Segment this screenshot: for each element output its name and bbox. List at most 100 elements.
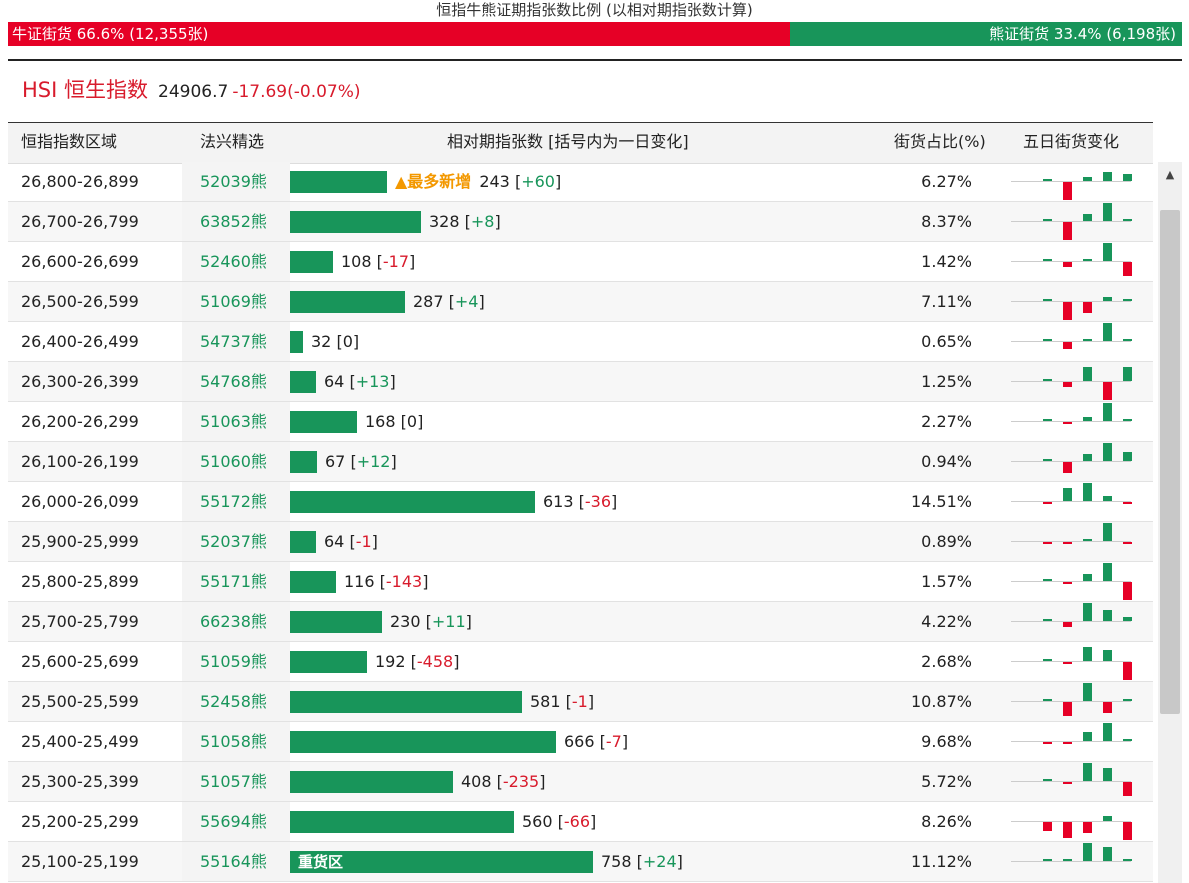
header-five-day: 五日街货变化 bbox=[1023, 132, 1120, 151]
mini-bar bbox=[1103, 297, 1112, 301]
warrant-code-link[interactable]: 55694熊 bbox=[200, 812, 267, 831]
warrant-code-link[interactable]: 51057熊 bbox=[200, 772, 267, 791]
daily-change: -235 bbox=[502, 772, 540, 791]
warrant-code-link[interactable]: 52458熊 bbox=[200, 692, 267, 711]
warrant-code-link[interactable]: 52037熊 bbox=[200, 532, 267, 551]
mini-chart-baseline bbox=[1011, 701, 1131, 702]
contracts-cell: 560 [-66] bbox=[290, 802, 890, 841]
warrant-code-link[interactable]: 54737熊 bbox=[200, 332, 267, 351]
mini-bar bbox=[1083, 574, 1092, 581]
range-cell: 25,600-25,699 bbox=[21, 652, 139, 671]
mini-bar bbox=[1063, 342, 1072, 349]
warrant-code-link[interactable]: 51069熊 bbox=[200, 292, 267, 311]
mini-bar bbox=[1043, 579, 1052, 581]
mini-chart-baseline bbox=[1011, 821, 1131, 822]
table-row[interactable]: 25,800-25,899 55171熊 116 [-143] 1.57% bbox=[8, 562, 1153, 602]
contracts-count: 108 bbox=[341, 252, 372, 271]
table-row[interactable]: 26,200-26,299 51063熊 168 [0] 2.27% bbox=[8, 402, 1153, 442]
scroll-up-icon[interactable]: ▲ bbox=[1165, 168, 1175, 181]
warrant-code-link[interactable]: 54768熊 bbox=[200, 372, 267, 391]
table-row[interactable]: 26,300-26,399 54768熊 64 [+13] 1.25% bbox=[8, 362, 1153, 402]
table-row[interactable]: 26,500-26,599 51069熊 287 [+4] 7.11% bbox=[8, 282, 1153, 322]
code-cell: 51058熊 bbox=[182, 722, 290, 761]
mini-bar bbox=[1123, 174, 1132, 181]
mini-bar bbox=[1063, 382, 1072, 387]
contracts-text: 64 [-1] bbox=[324, 532, 378, 551]
five-day-mini-chart bbox=[1011, 482, 1132, 521]
warrant-code-link[interactable]: 51058熊 bbox=[200, 732, 267, 751]
warrant-code-link[interactable]: 51059熊 bbox=[200, 652, 267, 671]
contracts-bar bbox=[290, 771, 453, 793]
contracts-count: 230 bbox=[390, 612, 421, 631]
table-row[interactable]: 25,100-25,199 55164熊 重货区 758 [+24] 11.12% bbox=[8, 842, 1153, 882]
table-row[interactable]: 25,900-25,999 52037熊 64 [-1] 0.89% bbox=[8, 522, 1153, 562]
page-title: 恒指牛熊证期指张数比例 (以相对期指张数计算) bbox=[436, 1, 753, 19]
warrant-code-link[interactable]: 51063熊 bbox=[200, 412, 267, 431]
mini-bar bbox=[1123, 502, 1132, 504]
table-row[interactable]: 26,800-26,899 52039熊 ▲最多新增 243 [+60] 6.27% bbox=[8, 162, 1153, 202]
code-cell: 54768熊 bbox=[182, 362, 290, 401]
scrollbar[interactable]: ▲ bbox=[1158, 162, 1182, 883]
contracts-count: 243 bbox=[479, 172, 510, 191]
five-day-mini-chart bbox=[1011, 562, 1132, 601]
mini-chart-baseline bbox=[1011, 421, 1131, 422]
five-day-mini-chart bbox=[1011, 402, 1132, 441]
contracts-count: 67 bbox=[325, 452, 346, 471]
warrant-code-link[interactable]: 52039熊 bbox=[200, 172, 267, 191]
warrant-code-link[interactable]: 55171熊 bbox=[200, 572, 267, 591]
table-row[interactable]: 25,700-25,799 66238熊 230 [+11] 4.22% bbox=[8, 602, 1153, 642]
contracts-cell: 168 [0] bbox=[290, 402, 890, 441]
mini-bar bbox=[1103, 816, 1112, 821]
mini-bar bbox=[1043, 542, 1052, 544]
table-row[interactable]: 25,400-25,499 51058熊 666 [-7] 9.68% bbox=[8, 722, 1153, 762]
warrant-code-link[interactable]: 51060熊 bbox=[200, 452, 267, 471]
contracts-text: 192 [-458] bbox=[375, 652, 460, 671]
contracts-text: 666 [-7] bbox=[564, 732, 629, 751]
warrant-code-link[interactable]: 55164熊 bbox=[200, 852, 267, 871]
mini-bar bbox=[1043, 659, 1052, 661]
mini-bar bbox=[1123, 739, 1132, 741]
warrant-code-link[interactable]: 66238熊 bbox=[200, 612, 267, 631]
table-row[interactable]: 26,100-26,199 51060熊 67 [+12] 0.94% bbox=[8, 442, 1153, 482]
warrant-code-link[interactable]: 52460熊 bbox=[200, 252, 267, 271]
table-row[interactable]: 26,000-26,099 55172熊 613 [-36] 14.51% bbox=[8, 482, 1153, 522]
daily-change: 0 bbox=[406, 412, 418, 431]
range-cell: 25,800-25,899 bbox=[21, 572, 139, 591]
mini-bar bbox=[1083, 214, 1092, 221]
mini-bar bbox=[1063, 782, 1072, 784]
table-row[interactable]: 25,600-25,699 51059熊 192 [-458] 2.68% bbox=[8, 642, 1153, 682]
mini-bar bbox=[1103, 443, 1112, 461]
table-row[interactable]: 26,600-26,699 52460熊 108 [-17] 1.42% bbox=[8, 242, 1153, 282]
mini-bar bbox=[1103, 496, 1112, 501]
table-row[interactable]: 26,400-26,499 54737熊 32 [0] 0.65% bbox=[8, 322, 1153, 362]
five-day-mini-chart bbox=[1011, 362, 1132, 401]
table-row[interactable]: 25,300-25,399 51057熊 408 [-235] 5.72% bbox=[8, 762, 1153, 802]
mini-bar bbox=[1123, 617, 1132, 621]
mini-chart-baseline bbox=[1011, 461, 1131, 462]
contracts-text: 67 [+12] bbox=[325, 452, 397, 471]
warrant-code-link[interactable]: 55172熊 bbox=[200, 492, 267, 511]
mini-bar bbox=[1083, 539, 1092, 541]
contracts-count: 116 bbox=[344, 572, 375, 591]
table-row[interactable]: 25,200-25,299 55694熊 560 [-66] 8.26% bbox=[8, 802, 1153, 842]
scrollbar-thumb[interactable] bbox=[1160, 210, 1180, 714]
table-row[interactable]: 26,700-26,799 63852熊 328 [+8] 8.37% bbox=[8, 202, 1153, 242]
contracts-count: 560 bbox=[522, 812, 553, 831]
table-row[interactable]: 25,500-25,599 52458熊 581 [-1] 10.87% bbox=[8, 682, 1153, 722]
daily-change: +60 bbox=[521, 172, 555, 191]
five-day-mini-chart bbox=[1011, 802, 1132, 841]
mini-bar bbox=[1123, 822, 1132, 840]
mini-bar bbox=[1083, 302, 1092, 313]
mini-bar bbox=[1103, 243, 1112, 261]
range-cell: 25,400-25,499 bbox=[21, 732, 139, 751]
contracts-cell: 64 [+13] bbox=[290, 362, 890, 401]
share-cell: 0.65% bbox=[921, 332, 972, 351]
code-cell: 51057熊 bbox=[182, 762, 290, 801]
daily-change: +8 bbox=[470, 212, 495, 231]
warrant-code-link[interactable]: 63852熊 bbox=[200, 212, 267, 231]
contracts-text: 168 [0] bbox=[365, 412, 424, 431]
mini-bar bbox=[1063, 702, 1072, 716]
mini-bar bbox=[1043, 179, 1052, 181]
contracts-cell: 230 [+11] bbox=[290, 602, 890, 641]
share-cell: 1.25% bbox=[921, 372, 972, 391]
